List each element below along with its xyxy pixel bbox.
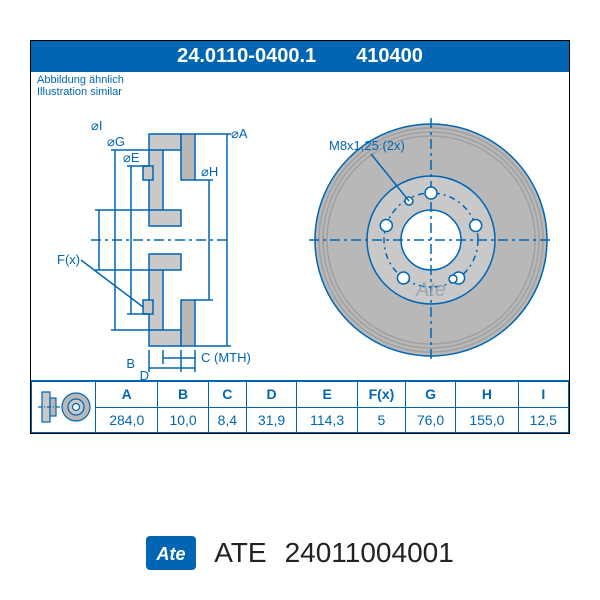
svg-text:Ate: Ate [156,544,186,564]
col-C: C [208,381,246,407]
label-Fx: F(x) [57,252,80,267]
subhead-line2: Illustration similar [37,86,563,98]
subheading: Abbildung ähnlich Illustration similar [31,72,569,100]
val-E: 114,3 [297,407,358,433]
label-B: B [126,356,135,371]
label-OE: ⌀E [123,150,140,165]
part-number-short: 410400 [356,45,423,68]
col-I: I [518,381,568,407]
val-D: 31,9 [246,407,296,433]
subhead-line1: Abbildung ähnlich [37,74,563,86]
col-B: B [158,381,208,407]
table-header-row: A B C D E F(x) G H I [32,381,569,407]
label-C: C (MTH) [201,350,251,365]
val-A: 284,0 [96,407,158,433]
col-D: D [246,381,296,407]
col-F: F(x) [358,381,406,407]
val-B: 10,0 [158,407,208,433]
label-OH: ⌀H [201,164,218,179]
table-icon-cell [32,381,96,433]
val-I: 12,5 [518,407,568,433]
header-bar: 24.0110-0400.1 410400 [31,41,569,72]
col-A: A [96,381,158,407]
technical-drawing: ⌀I ⌀G ⌀E ⌀H ⌀A F(x) B D C (MTH) [31,100,569,380]
val-G: 76,0 [405,407,455,433]
spec-card: 24.0110-0400.1 410400 Abbildung ähnlich … [30,40,570,434]
label-thread: M8x1,25 (2x) [329,138,405,153]
footer: Ate ATE 24011004001 [0,536,600,570]
ate-logo-icon: Ate [146,536,196,570]
label-D: D [140,368,149,380]
col-E: E [297,381,358,407]
col-H: H [456,381,518,407]
label-OA: ⌀A [231,126,248,141]
label-OI: ⌀I [91,118,102,133]
label-OG: ⌀G [107,134,125,149]
val-F: 5 [358,407,406,433]
part-number-long: 24.0110-0400.1 [177,45,316,68]
footer-brand: ATE [214,537,266,569]
val-C: 8,4 [208,407,246,433]
logo-watermark: Ate [415,279,446,301]
footer-code: 24011004001 [285,537,454,569]
table-value-row: 284,0 10,0 8,4 31,9 114,3 5 76,0 155,0 1… [32,407,569,433]
val-H: 155,0 [456,407,518,433]
dimensions-table: A B C D E F(x) G H I 284,0 10,0 8,4 31,9… [31,380,569,433]
col-G: G [405,381,455,407]
